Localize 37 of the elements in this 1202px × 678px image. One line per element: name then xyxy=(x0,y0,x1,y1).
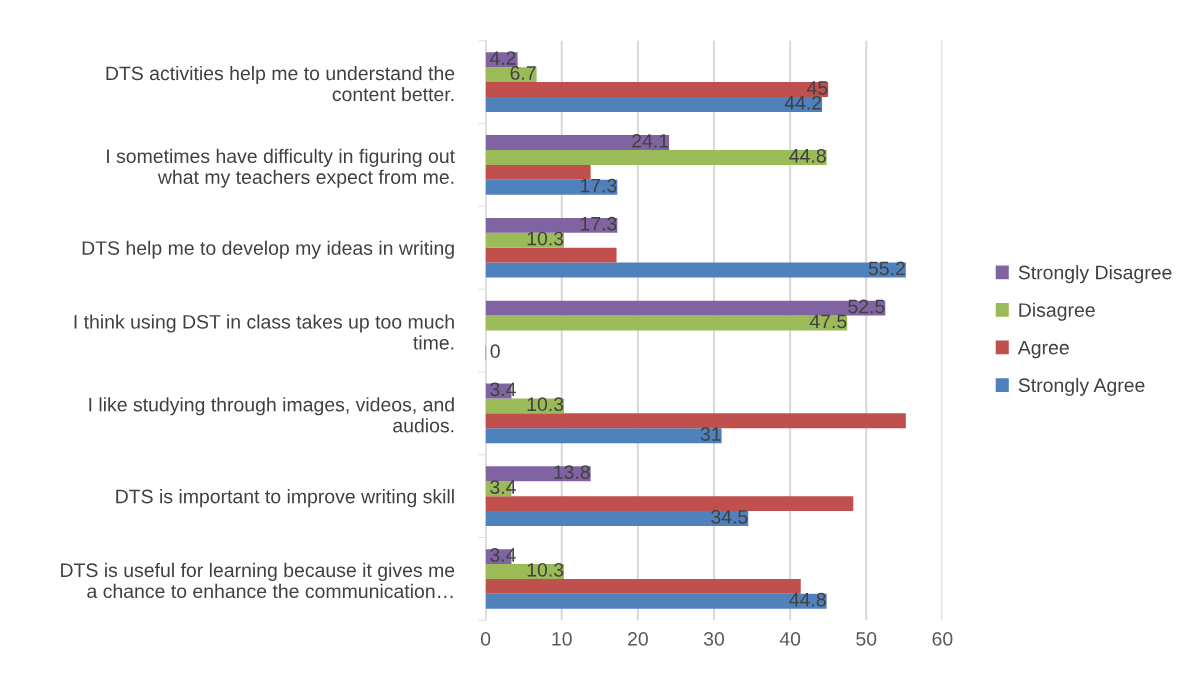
x-tick-label: 10 xyxy=(552,631,572,646)
x-tick-label: 50 xyxy=(856,631,877,646)
data-label: 17.3 xyxy=(580,216,617,231)
data-label: 24.1 xyxy=(632,133,669,148)
data-label: 6.7 xyxy=(510,66,536,80)
data-label: 44.8 xyxy=(789,148,826,163)
x-tick-label: 20 xyxy=(628,631,648,646)
y-tick-label: DTS is important to improve writing skill xyxy=(116,489,454,508)
data-label: 44.2 xyxy=(784,95,822,110)
y-tick-label: I think using DST in class takes up too much time. xyxy=(74,314,454,350)
y-tick-label: I sometimes have difficulty in figuring out what my teachers expect from me. xyxy=(107,148,455,188)
legend-label: Strongly Disagree xyxy=(1018,265,1172,284)
data-label: 31 xyxy=(700,427,721,441)
x-tick-label: 30 xyxy=(703,631,725,646)
data-label: 55.2 xyxy=(868,261,905,276)
data-label: 10.3 xyxy=(527,562,564,577)
legend-label: Agree xyxy=(1017,340,1069,359)
data-label: 47.5 xyxy=(809,314,847,329)
legend-label: Disagree xyxy=(1019,302,1095,321)
data-label: 0 xyxy=(490,344,500,359)
data-label: 52.5 xyxy=(848,299,885,314)
x-tick-label: 60 xyxy=(932,631,953,646)
data-label: 34.5 xyxy=(711,509,748,524)
data-label: 17.3 xyxy=(580,178,617,193)
data-label: 10.3 xyxy=(527,397,564,412)
data-label: 10.3 xyxy=(527,231,564,246)
data-label: 45 xyxy=(807,81,828,95)
data-label: 13.8 xyxy=(554,465,590,480)
y-tick-label: DTS is useful for learning because it gives me a chance to enhance the communication… xyxy=(61,562,455,599)
data-label: 4.2 xyxy=(489,51,516,65)
y-tick-label: I like studying through images, videos, and audios. xyxy=(89,397,454,433)
legend-label: Strongly Agree xyxy=(1018,377,1145,396)
y-tick-label: DTS help me to develop my ideas in writing xyxy=(82,240,454,259)
x-tick-label: 40 xyxy=(779,631,801,646)
data-label: 44.8 xyxy=(789,592,826,607)
y-tick-label: DTS activities help me to understand the content better. xyxy=(106,65,455,102)
x-tick-label: 0 xyxy=(480,631,491,646)
